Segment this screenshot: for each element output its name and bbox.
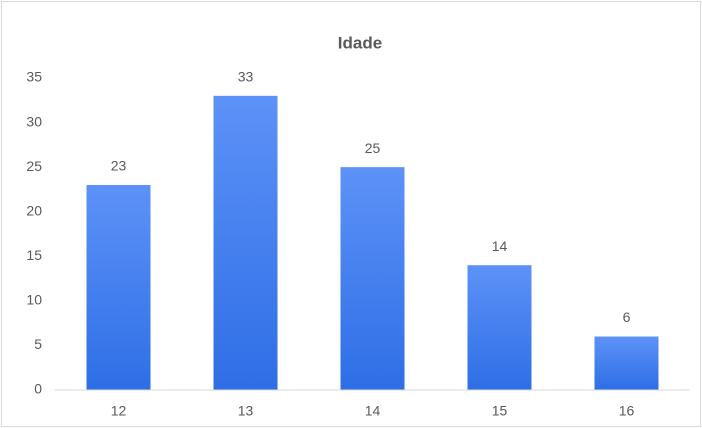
y-tick-label: 25 bbox=[26, 158, 42, 174]
y-tick-label: 15 bbox=[26, 247, 42, 263]
y-tick-label: 5 bbox=[34, 336, 42, 352]
x-tick-label: 15 bbox=[492, 403, 508, 419]
x-tick-label: 16 bbox=[619, 403, 635, 419]
data-label: 25 bbox=[365, 140, 381, 156]
data-label: 6 bbox=[623, 309, 631, 325]
x-tick-label: 12 bbox=[111, 403, 127, 419]
x-tick-label: 14 bbox=[365, 403, 381, 419]
x-tick-label: 13 bbox=[238, 403, 254, 419]
bar bbox=[467, 265, 532, 390]
y-tick-label: 0 bbox=[34, 381, 42, 397]
y-tick-label: 30 bbox=[26, 113, 42, 129]
data-label: 33 bbox=[238, 69, 254, 85]
y-tick-label: 35 bbox=[26, 69, 42, 85]
chart-title: Idade bbox=[338, 33, 382, 52]
data-label: 23 bbox=[111, 158, 127, 174]
bar bbox=[594, 336, 659, 390]
bar bbox=[86, 184, 151, 390]
bar bbox=[213, 95, 278, 390]
y-tick-label: 20 bbox=[26, 202, 42, 218]
y-tick-label: 10 bbox=[26, 292, 42, 308]
bar bbox=[340, 167, 405, 390]
data-label: 14 bbox=[492, 238, 508, 254]
